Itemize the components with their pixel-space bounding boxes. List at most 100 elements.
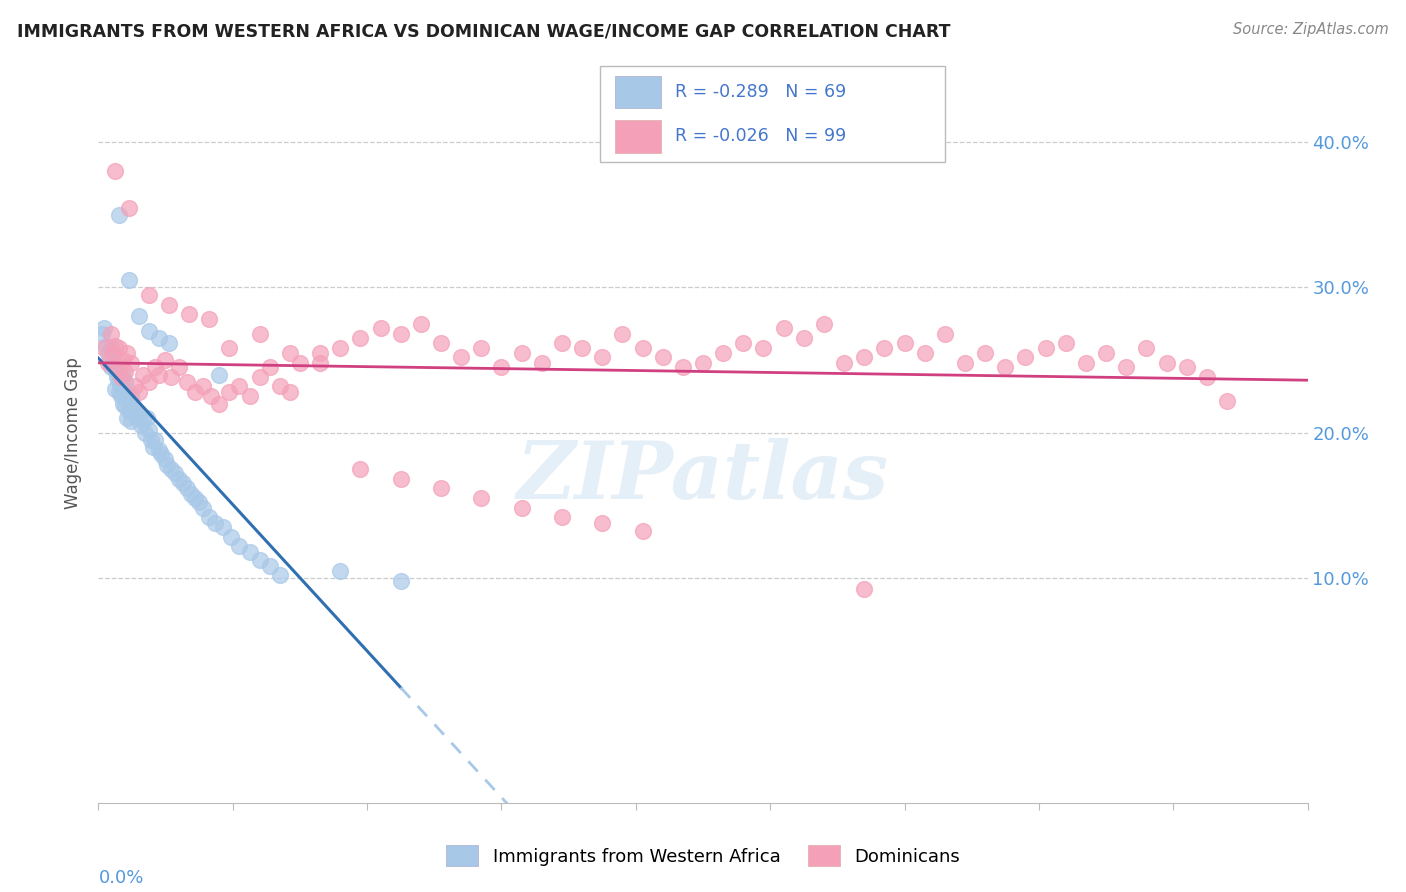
Point [1216,393,1239,408]
Point [309,356,332,370]
Point [208,368,231,382]
Point [124,379,146,393]
Point [1035,342,1057,356]
Point [93,321,115,335]
Point [172,476,194,491]
Point [118,273,141,287]
Point [329,564,352,578]
Point [125,411,148,425]
Point [733,335,755,350]
Point [389,574,412,588]
Point [530,356,553,370]
Point [278,345,301,359]
Point [167,360,190,375]
Point [157,298,180,312]
Point [107,384,129,399]
Point [101,350,124,364]
Point [160,462,183,476]
Point [132,368,155,382]
Point [110,370,132,384]
Point [1115,360,1137,375]
Point [1195,370,1218,384]
Point [103,164,125,178]
Legend: Immigrants from Western Africa, Dominicans: Immigrants from Western Africa, Dominica… [437,837,969,875]
Text: R = -0.289   N = 69: R = -0.289 N = 69 [675,83,846,101]
Point [179,307,201,321]
Point [491,360,513,375]
Point [212,520,235,534]
Point [591,350,613,364]
Point [1095,345,1118,359]
Point [96,338,118,352]
Point [135,411,157,425]
Point [1074,356,1097,370]
Point [853,350,876,364]
Point [107,375,129,389]
Point [103,338,125,352]
Point [349,331,371,345]
Point [138,324,160,338]
Point [278,384,301,399]
Point [409,317,432,331]
Point [103,382,125,396]
Point [510,501,533,516]
Point [115,411,138,425]
Point [120,389,142,403]
Point [121,400,143,414]
Point [1054,335,1077,350]
Point [631,342,654,356]
Point [107,208,129,222]
Point [430,481,453,495]
FancyBboxPatch shape [614,120,661,153]
Point [470,491,492,505]
FancyBboxPatch shape [614,76,661,109]
Point [259,559,281,574]
Point [228,379,250,393]
Point [143,433,166,447]
Point [107,342,129,356]
Point [934,326,956,341]
Point [118,404,141,418]
Point [772,321,794,335]
Point [118,201,141,215]
Point [198,312,221,326]
Point [105,360,128,375]
Point [239,544,262,558]
Point [551,335,574,350]
Point [105,365,128,379]
Point [100,326,122,341]
Point [389,326,412,341]
Point [193,501,215,516]
Point [157,335,180,350]
Point [228,539,250,553]
Point [208,396,231,410]
Point [591,516,613,530]
Point [111,353,134,368]
Point [259,360,281,375]
Point [249,370,271,384]
Point [114,375,136,389]
Point [1014,350,1036,364]
Point [974,345,997,359]
FancyBboxPatch shape [600,66,945,162]
Point [249,553,271,567]
Point [176,375,198,389]
Text: IMMIGRANTS FROM WESTERN AFRICA VS DOMINICAN WAGE/INCOME GAP CORRELATION CHART: IMMIGRANTS FROM WESTERN AFRICA VS DOMINI… [17,22,950,40]
Point [914,345,936,359]
Point [510,345,533,359]
Point [132,414,155,428]
Point [138,375,160,389]
Point [218,384,240,399]
Point [111,368,134,382]
Point [120,414,142,428]
Point [160,370,183,384]
Point [470,342,492,356]
Point [370,321,392,335]
Point [163,467,186,481]
Y-axis label: Wage/Income Gap: Wage/Income Gap [65,357,83,508]
Point [180,486,202,500]
Point [143,360,166,375]
Point [110,379,132,393]
Point [114,365,136,379]
Point [269,567,291,582]
